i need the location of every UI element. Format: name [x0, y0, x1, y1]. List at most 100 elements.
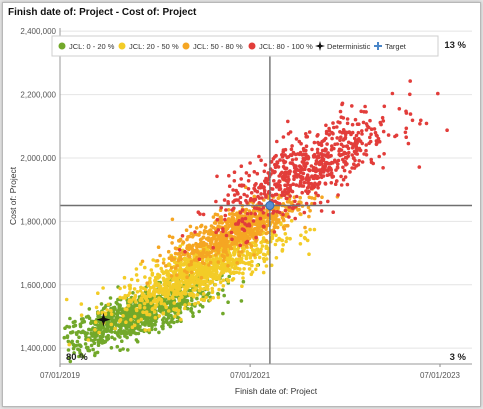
data-point [320, 148, 325, 153]
data-point [232, 170, 237, 174]
legend-swatch [58, 42, 66, 50]
data-point [216, 292, 221, 297]
data-point [404, 126, 409, 131]
data-point [124, 330, 129, 335]
data-point [290, 144, 294, 148]
x-tick-label: 07/01/2023 [420, 371, 461, 380]
data-point [381, 129, 386, 134]
data-point [108, 296, 113, 300]
data-point [106, 336, 111, 341]
data-point [174, 276, 178, 280]
data-point [333, 158, 337, 163]
data-point [245, 212, 250, 216]
data-point [220, 253, 224, 258]
data-point [190, 251, 194, 255]
data-point [180, 234, 185, 238]
data-point [208, 298, 212, 302]
data-point [182, 298, 186, 303]
data-point [234, 270, 239, 275]
data-point [173, 314, 177, 319]
data-point [261, 211, 266, 215]
data-point [317, 180, 322, 185]
data-point [193, 249, 198, 254]
data-point [410, 118, 415, 123]
data-point [133, 295, 137, 300]
data-point [241, 279, 246, 284]
data-point [326, 199, 330, 204]
data-point [216, 228, 221, 232]
data-point [89, 343, 94, 348]
data-point [341, 165, 345, 170]
series-4-points [177, 79, 449, 262]
y-tick-label: 1,800,000 [20, 217, 56, 226]
data-point [308, 227, 312, 232]
data-point [239, 299, 244, 303]
data-point [172, 301, 176, 305]
data-point [280, 190, 285, 194]
data-point [216, 250, 221, 255]
data-point [262, 169, 267, 174]
data-point [122, 329, 126, 333]
data-point [316, 193, 321, 198]
data-point [128, 287, 132, 291]
data-point [168, 280, 172, 285]
data-point [326, 169, 330, 173]
data-point [105, 326, 110, 331]
data-point [345, 121, 350, 126]
data-point [264, 244, 269, 249]
data-point [349, 141, 353, 146]
data-point [332, 125, 336, 130]
data-point [240, 219, 245, 224]
data-point [238, 243, 243, 248]
data-point [169, 274, 174, 278]
data-point [237, 250, 242, 254]
data-point [79, 313, 84, 318]
data-point [232, 259, 236, 263]
data-point [123, 334, 127, 338]
data-point [221, 284, 226, 288]
data-point [174, 292, 179, 297]
data-point [162, 298, 167, 302]
data-point [234, 225, 238, 230]
data-point [122, 285, 127, 289]
data-point [195, 293, 200, 297]
data-point [243, 237, 247, 241]
data-point [290, 161, 295, 166]
data-point [257, 201, 262, 205]
data-point [166, 300, 170, 305]
data-point [248, 198, 253, 202]
data-point [67, 342, 71, 347]
data-point [191, 284, 196, 288]
data-point [160, 269, 164, 274]
data-point [178, 266, 183, 270]
data-point [83, 342, 88, 346]
axis-ticks: 2,400,000 2,200,000 2,000,000 1,800,000 1,60… [20, 27, 460, 380]
data-point [304, 144, 309, 148]
legend[interactable]: JCL: 0 - 20 % JCL: 20 - 50 % JCL: 50 - 80 … [51, 35, 439, 57]
data-point [338, 109, 343, 114]
data-point [134, 308, 139, 313]
data-point [112, 337, 117, 341]
data-point [102, 339, 107, 344]
data-point [77, 343, 81, 347]
data-point [115, 344, 120, 349]
y-tick-label: 2,400,000 [20, 27, 56, 36]
data-point [281, 164, 286, 169]
data-point [378, 120, 383, 125]
data-point [140, 322, 145, 326]
data-point [202, 282, 206, 287]
data-point [253, 243, 257, 248]
data-point [181, 280, 186, 285]
data-point [109, 308, 113, 313]
y-tick-label: 1,400,000 [20, 344, 56, 353]
data-point [280, 249, 285, 253]
data-point [341, 144, 346, 149]
data-point [188, 293, 193, 298]
data-point [161, 276, 166, 281]
data-point [199, 270, 203, 274]
data-point [214, 230, 218, 235]
data-point [290, 206, 294, 210]
data-point [236, 239, 240, 243]
data-point [210, 289, 215, 294]
